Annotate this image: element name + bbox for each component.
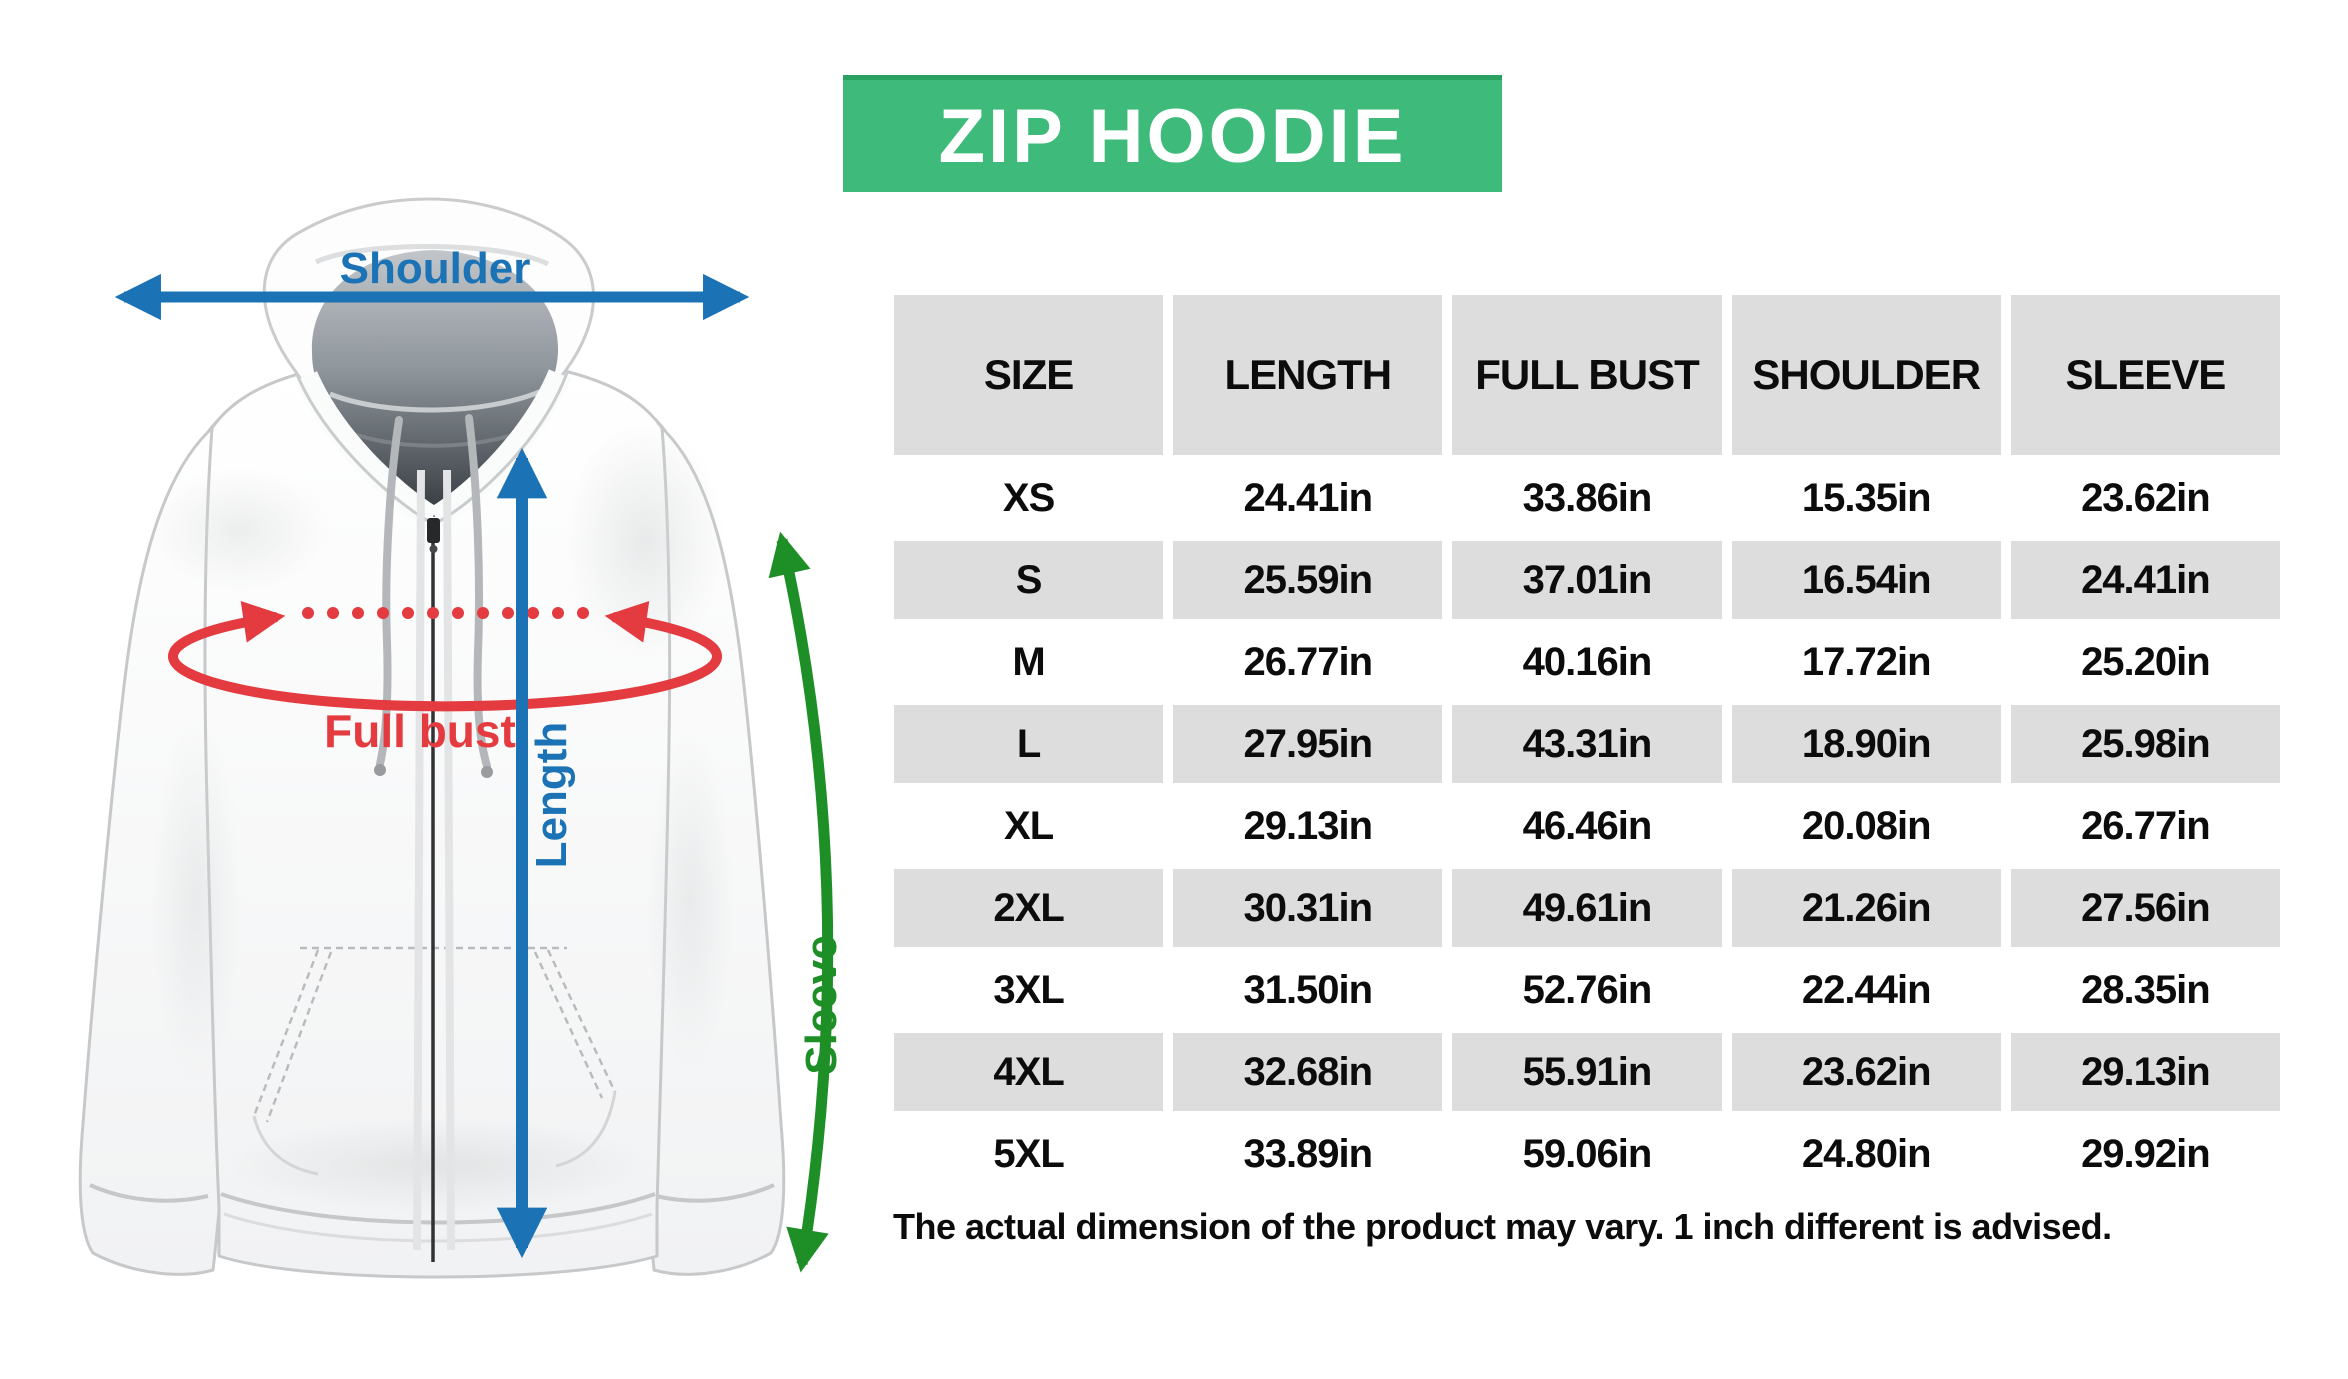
measurement-cell: 31.50in xyxy=(1173,951,1443,1029)
measurement-cell: 29.92in xyxy=(2010,1115,2280,1193)
measurement-cell: 37.01in xyxy=(1452,541,1722,619)
column-header: SHOULDER xyxy=(1731,295,2001,455)
measurement-cell: 55.91in xyxy=(1452,1033,1722,1111)
size-cell: L xyxy=(894,705,1164,783)
measurement-cell: 23.62in xyxy=(1731,1033,2001,1111)
size-cell: XL xyxy=(894,787,1164,865)
measurement-cell: 16.54in xyxy=(1731,541,2001,619)
length-label: Length xyxy=(527,722,576,869)
full-bust-label: Full bust xyxy=(324,705,516,757)
sleeve-arc-arrow xyxy=(768,531,834,1273)
measurement-cell: 49.61in xyxy=(1452,869,1722,947)
measurement-cell: 26.77in xyxy=(1173,623,1443,701)
measurement-cell: 32.68in xyxy=(1173,1033,1443,1111)
column-header: FULL BUST xyxy=(1452,295,1722,455)
measurement-cell: 30.31in xyxy=(1173,869,1443,947)
measurement-cell: 22.44in xyxy=(1731,951,2001,1029)
measurement-cell: 24.41in xyxy=(2010,541,2280,619)
measurement-cell: 43.31in xyxy=(1452,705,1722,783)
measurement-cell: 15.35in xyxy=(1731,459,2001,537)
column-header: SLEEVE xyxy=(2010,295,2280,455)
size-cell: 4XL xyxy=(894,1033,1164,1111)
sleeve-label: Sleeve xyxy=(797,935,846,1074)
zipper xyxy=(413,469,455,1262)
measurement-cell: 28.35in xyxy=(2010,951,2280,1029)
size-table: SIZE LENGTH FULL BUST SHOULDER SLEEVE XS 24.41… xyxy=(894,295,2280,1193)
size-cell: 3XL xyxy=(894,951,1164,1029)
size-cell: S xyxy=(894,541,1164,619)
measurement-cell: 20.08in xyxy=(1731,787,2001,865)
measurement-cell: 24.41in xyxy=(1173,459,1443,537)
product-type-title: ZIP HOODIE xyxy=(938,93,1407,179)
size-cell: M xyxy=(894,623,1164,701)
measurement-cell: 33.86in xyxy=(1452,459,1722,537)
size-cell: 2XL xyxy=(894,869,1164,947)
hoodie-size-diagram: Shoulder Full bust Length Sleeve xyxy=(78,197,846,1279)
measurement-cell: 33.89in xyxy=(1173,1115,1443,1193)
measurement-annotations: Shoulder Full bust Length Sleeve xyxy=(114,244,846,1273)
measurement-cell: 25.98in xyxy=(2010,705,2280,783)
measurement-cell: 59.06in xyxy=(1452,1115,1722,1193)
full-bust-ellipse xyxy=(168,601,722,712)
disclaimer-note: The actual dimension of the product may … xyxy=(893,1206,2112,1247)
measurement-cell: 24.80in xyxy=(1731,1115,2001,1193)
measurement-cell: 25.59in xyxy=(1173,541,1443,619)
size-cell: XS xyxy=(894,459,1164,537)
measurement-cell: 17.72in xyxy=(1731,623,2001,701)
measurement-cell: 29.13in xyxy=(1173,787,1443,865)
measurement-cell: 27.95in xyxy=(1173,705,1443,783)
measurement-cell: 27.56in xyxy=(2010,869,2280,947)
shoulder-label: Shoulder xyxy=(340,244,531,293)
measurement-cell: 25.20in xyxy=(2010,623,2280,701)
hoodie-illustration xyxy=(78,197,786,1279)
column-header: SIZE xyxy=(894,295,1164,455)
measurement-cell: 46.46in xyxy=(1452,787,1722,865)
measurement-cell: 26.77in xyxy=(2010,787,2280,865)
measurement-cell: 40.16in xyxy=(1452,623,1722,701)
measurement-cell: 18.90in xyxy=(1731,705,2001,783)
measurement-cell: 21.26in xyxy=(1731,869,2001,947)
measurement-cell: 29.13in xyxy=(2010,1033,2280,1111)
measurement-cell: 23.62in xyxy=(2010,459,2280,537)
measurement-cell: 52.76in xyxy=(1452,951,1722,1029)
product-type-banner: ZIP HOODIE xyxy=(843,75,1502,192)
size-cell: 5XL xyxy=(894,1115,1164,1193)
column-header: LENGTH xyxy=(1173,295,1443,455)
